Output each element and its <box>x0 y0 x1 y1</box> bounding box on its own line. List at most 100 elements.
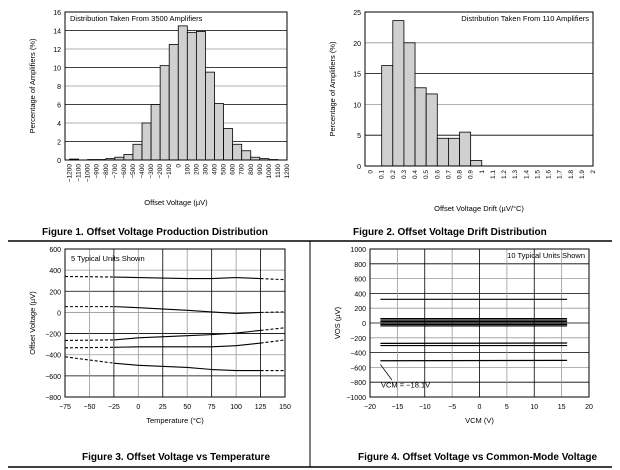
histogram-bar <box>414 87 427 167</box>
x-tick-label: −20 <box>364 404 376 411</box>
y-tick-label: 8 <box>57 84 61 91</box>
x-tick-label: 15 <box>558 404 566 411</box>
x-axis-label: Offset Voltage Drift (µV/°C) <box>434 204 524 213</box>
x-tick-label: −900 <box>94 164 101 179</box>
vcm-annotation: VCM = −18.1V <box>381 380 430 389</box>
series-line-unit4 <box>211 345 237 348</box>
y-tick-label: 1000 <box>350 247 366 254</box>
x-tick-label: 1000 <box>266 164 273 179</box>
histogram-bar <box>425 93 438 167</box>
histogram-bar <box>168 43 179 161</box>
histogram-bar <box>123 154 134 161</box>
x-axis-label: Temperature (°C) <box>146 416 204 425</box>
x-tick-label: 900 <box>257 164 264 175</box>
x-tick-label: 100 <box>184 164 191 175</box>
x-tick-label: 800 <box>248 164 255 175</box>
x-tick-label: 400 <box>212 164 219 175</box>
series-line-unit3 <box>211 332 237 336</box>
series-line-unit4 <box>236 342 261 347</box>
x-tick-label: 1.5 <box>534 170 541 179</box>
y-axis-label: VOS (µV) <box>333 306 342 339</box>
plot-area-border <box>364 11 594 167</box>
y-tick-label: 10 <box>53 66 61 73</box>
x-tick-label: 0.7 <box>445 170 452 179</box>
x-tick-label: 1200 <box>284 164 291 179</box>
y-tick-label: 400 <box>49 268 61 275</box>
x-tick-label: 0.1 <box>379 170 386 179</box>
y-tick-label: 400 <box>354 291 366 298</box>
y-axis-label: Percentage of Amplifiers (%) <box>28 38 37 134</box>
series-line-unit2 <box>138 307 188 311</box>
x-tick-label: −25 <box>108 404 120 411</box>
y-tick-label: 6 <box>57 103 61 110</box>
x-tick-label: 1.3 <box>512 170 519 179</box>
chart-annotation: 10 Typical Units Shown <box>507 251 585 260</box>
y-tick-label: 600 <box>354 277 366 284</box>
y-tick-label: 25 <box>353 10 361 17</box>
x-tick-label: 150 <box>279 404 291 411</box>
x-tick-label: 125 <box>255 404 267 411</box>
series-line-unit2 <box>113 306 139 309</box>
y-tick-label: 2 <box>57 140 61 147</box>
histogram-bar <box>459 131 472 167</box>
y-tick-label: 200 <box>354 306 366 313</box>
y-tick-label: 20 <box>353 41 361 48</box>
x-tick-label: 1.8 <box>568 170 575 179</box>
y-tick-label: −400 <box>45 353 61 360</box>
y-tick-label: −800 <box>45 395 61 402</box>
x-tick-label: 0.4 <box>412 170 419 179</box>
x-tick-label: 300 <box>202 164 209 175</box>
y-tick-label: −200 <box>45 332 61 339</box>
x-tick-label: 700 <box>239 164 246 175</box>
series-line-unit3 <box>138 335 188 339</box>
chart-annotation: Distribution Taken From 110 Amplifiers <box>461 14 589 23</box>
y-tick-label: 15 <box>353 72 361 79</box>
y-tick-label: 14 <box>53 29 61 36</box>
x-tick-label: 20 <box>585 404 593 411</box>
x-tick-label: 0.2 <box>390 170 397 179</box>
x-tick-label: 50 <box>183 404 191 411</box>
x-tick-label: 0.9 <box>468 170 475 179</box>
series-line-unit4 <box>260 339 286 344</box>
histogram-bar <box>381 65 394 167</box>
x-tick-label: −1000 <box>85 164 92 183</box>
x-tick-label: −5 <box>448 404 456 411</box>
x-tick-label: 1.2 <box>501 170 508 179</box>
y-tick-label: −600 <box>350 365 366 372</box>
x-tick-label: 5 <box>505 404 509 411</box>
figure-4-caption: Figure 4. Offset Voltage vs Common-Mode … <box>358 452 598 463</box>
histogram-bar <box>186 31 197 161</box>
histogram-bar <box>392 20 405 167</box>
histogram-bar <box>470 160 483 167</box>
histogram-bar <box>159 65 170 161</box>
series-line-unit5 <box>211 368 237 372</box>
series-line-unit2 <box>260 311 286 313</box>
histogram-bar <box>177 25 188 161</box>
series-line-unit1 <box>211 276 237 280</box>
chart-annotation: 5 Typical Units Shown <box>71 254 145 263</box>
x-tick-label: −600 <box>121 164 128 179</box>
series-line-unit1 <box>138 276 188 280</box>
annotation-arrow <box>380 364 393 381</box>
y-tick-label: 4 <box>57 121 61 128</box>
histogram-bar <box>132 143 143 161</box>
x-tick-label: −1200 <box>67 164 74 183</box>
y-tick-label: −200 <box>350 336 366 343</box>
series-line-unit3 <box>236 329 261 334</box>
figure-3-caption: Figure 3. Offset Voltage vs Temperature <box>82 452 271 463</box>
x-tick-label: 1.4 <box>523 170 530 179</box>
plot-area-border <box>369 248 590 398</box>
series-line-unit2 <box>236 311 261 315</box>
y-tick-label: −600 <box>45 374 61 381</box>
x-tick-label: 1100 <box>275 164 282 178</box>
histogram-bar <box>195 31 206 161</box>
y-tick-label: 12 <box>53 47 61 54</box>
y-tick-label: 200 <box>49 289 61 296</box>
x-tick-label: 0 <box>136 404 140 411</box>
x-tick-label: 600 <box>230 164 237 175</box>
series-line-unit5 <box>138 364 188 368</box>
x-tick-label: 0.6 <box>434 170 441 179</box>
x-tick-label: 0 <box>478 404 482 411</box>
histogram-bar <box>141 122 152 161</box>
histogram-bar <box>241 150 252 161</box>
